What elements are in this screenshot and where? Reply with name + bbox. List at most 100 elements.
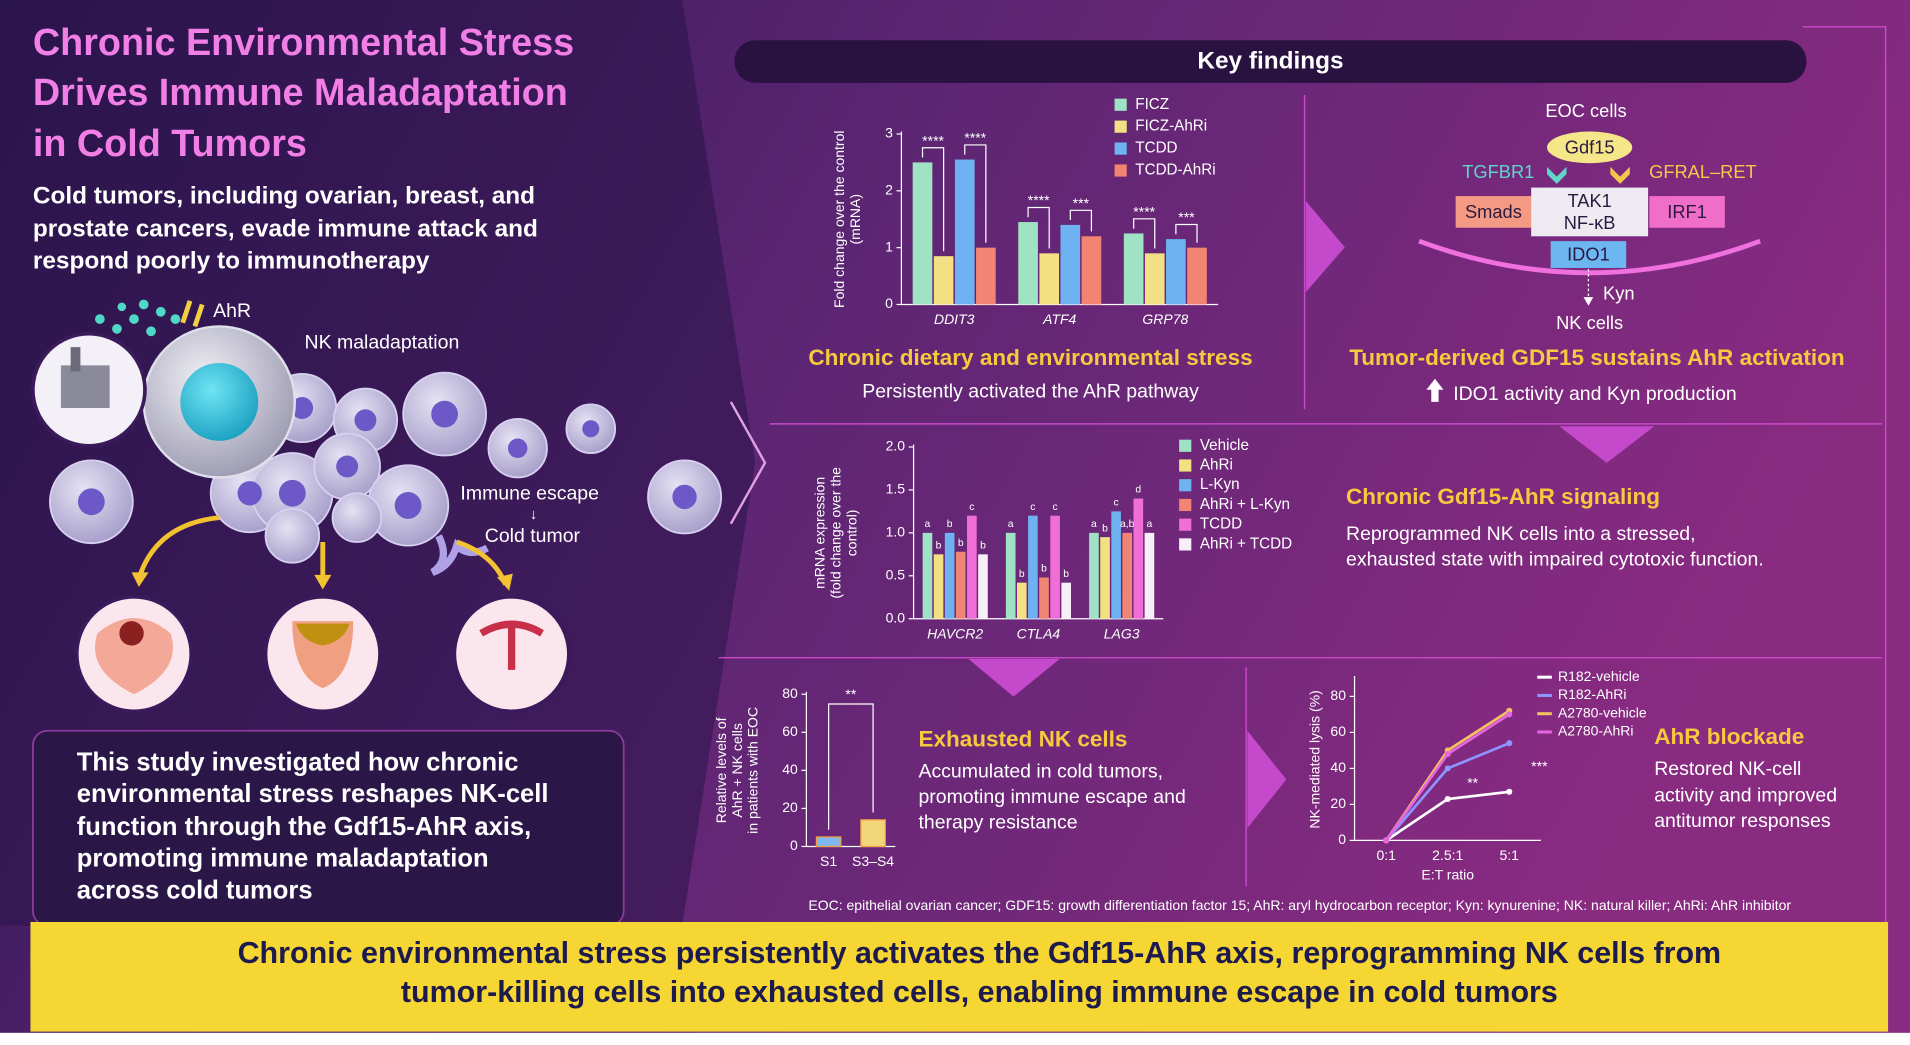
legend-label: FICZ-AhRi	[1135, 118, 1207, 135]
legend-swatch	[1179, 459, 1192, 472]
x-tick-label: ATF4	[1042, 311, 1076, 327]
panel-heading: Exhausted NK cells	[918, 726, 1127, 751]
study-line: promoting immune maladaptation	[77, 845, 489, 873]
legend-swatch	[1114, 142, 1127, 155]
x-tick-label: 0:1	[1376, 847, 1396, 863]
bar	[1028, 515, 1038, 619]
x-tick-label: S3–S4	[852, 853, 894, 869]
significance-label: ***	[1531, 758, 1548, 774]
bar	[978, 554, 988, 619]
legend-label: R182-vehicle	[1558, 668, 1640, 684]
diagram-label: IRF1	[1667, 201, 1707, 222]
diagram-label: NF-κB	[1564, 212, 1616, 233]
illustration-label: Cold tumor	[485, 525, 581, 547]
point	[1444, 750, 1451, 758]
y-tick-label: 80	[782, 685, 798, 701]
bar-letter: b	[947, 519, 953, 530]
y-tick-label: 60	[1330, 723, 1346, 739]
bar	[1016, 582, 1027, 619]
significance-label: **	[845, 686, 856, 702]
bar-letter: c	[1030, 502, 1035, 513]
legend-swatch	[1179, 479, 1192, 492]
panel-text: activity and improved	[1654, 785, 1837, 807]
panel-arrows	[729, 200, 1655, 829]
subtitle-line: prostate cancers, evade immune attack an…	[33, 216, 538, 243]
subtitle-line: Cold tumors, including ovarian, breast, …	[33, 183, 535, 210]
bar-letter: b	[1063, 569, 1069, 580]
y-axis-label: (mRNA)	[847, 194, 863, 245]
study-line: environmental stress reshapes NK-cell	[77, 780, 549, 808]
bar	[1039, 253, 1060, 305]
bar-letter: c	[1053, 502, 1058, 513]
legend-label: R182-AhRi	[1558, 686, 1626, 702]
bar-letter: a	[925, 519, 931, 530]
legend-swatch	[1114, 98, 1127, 111]
significance-label: **	[1467, 774, 1478, 790]
significance-bracket	[1069, 209, 1093, 232]
legend-label: A2780-AhRi	[1558, 723, 1634, 739]
y-axis-label: NK-mediated lysis (%)	[1306, 690, 1322, 828]
panel-frame	[718, 26, 1887, 924]
panel-heading: Chronic Gdf15-AhR signaling	[1346, 484, 1660, 509]
point	[1506, 740, 1513, 747]
y-axis-label: Fold change over the control	[831, 131, 847, 308]
bar	[1089, 532, 1099, 619]
bar-letter: a	[1008, 519, 1014, 530]
significance-bracket	[964, 144, 987, 243]
panel-text: Persistently activated the AhR pathway	[862, 380, 1199, 402]
y-axis-label: (fold change over the	[828, 467, 844, 599]
point	[1444, 795, 1451, 803]
bar	[976, 247, 996, 305]
y-tick-label: 2	[885, 182, 893, 198]
x-tick-label: S1	[820, 853, 837, 869]
diagram-label: Smads	[1465, 201, 1522, 222]
diagram-label: EOC cells	[1545, 100, 1626, 121]
legend-label: FICZ	[1135, 96, 1169, 113]
bar	[1100, 537, 1110, 619]
bottom-strip	[0, 1032, 1910, 1045]
significance-bracket	[828, 703, 874, 830]
title-line: in Cold Tumors	[33, 122, 307, 164]
bar	[1061, 582, 1072, 619]
panel-heading: Chronic dietary and environmental stress	[808, 345, 1252, 370]
legend-swatch	[1114, 120, 1127, 133]
bar	[1039, 577, 1049, 619]
y-tick-label: 0	[790, 837, 798, 853]
y-axis-label: AhR + NK cells	[729, 723, 745, 818]
bar	[1060, 224, 1081, 305]
bar	[933, 554, 944, 619]
diagram-label: TGFBR1	[1462, 161, 1534, 182]
legend-label: Vehicle	[1200, 437, 1249, 454]
bar	[1081, 236, 1102, 305]
y-tick-label: 20	[782, 799, 798, 815]
panel-text: antitumor responses	[1654, 810, 1831, 832]
bar	[933, 256, 954, 305]
bar-letter: b	[936, 541, 942, 552]
y-tick-label: 0	[1338, 831, 1346, 847]
illustration-label: AhR	[213, 300, 251, 322]
up-arrow-icon	[1426, 378, 1444, 402]
bar-letter: b	[1102, 523, 1108, 534]
significance-bracket	[1133, 218, 1156, 249]
legend-label: L-Kyn	[1200, 476, 1240, 493]
x-tick-label: HAVCR2	[927, 625, 983, 641]
bar-letter: b	[1019, 569, 1025, 580]
y-tick-label: 1.5	[886, 481, 906, 497]
diagram-label: Kyn	[1603, 283, 1634, 304]
y-tick-label: 40	[782, 761, 798, 777]
title-line: Drives Immune Maladaptation	[33, 71, 568, 113]
bar-letter: a	[1091, 519, 1097, 530]
mechanism-diagram	[1418, 131, 1762, 306]
study-line: This study investigated how chronic	[77, 748, 519, 776]
legend-label: TCDD	[1200, 516, 1242, 533]
significance-label: ****	[1133, 203, 1155, 219]
y-axis-label: in patients with EOC	[745, 707, 761, 834]
y-tick-label: 1.0	[886, 524, 906, 540]
bar	[912, 162, 933, 305]
legend-label: AhRi	[1200, 457, 1233, 474]
y-tick-label: 0	[885, 295, 893, 311]
diagram-label: IDO1	[1567, 244, 1610, 265]
illustration	[31, 299, 723, 714]
significance-label: ****	[964, 130, 986, 146]
legend-label: AhRi + TCDD	[1200, 535, 1292, 552]
